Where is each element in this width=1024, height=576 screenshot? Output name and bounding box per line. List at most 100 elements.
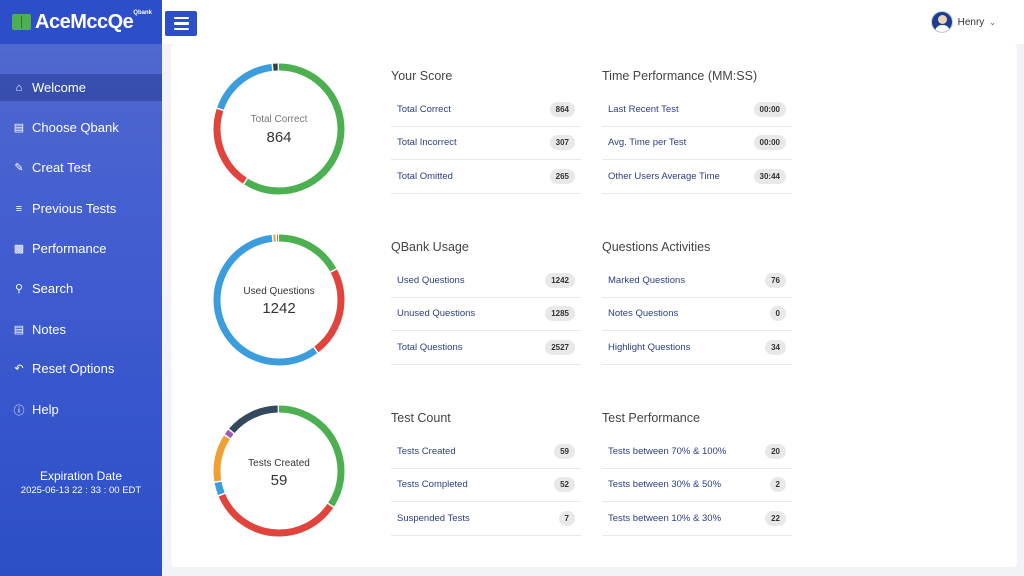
panel-title: Test Count xyxy=(391,411,451,425)
sidebar-item-performance[interactable]: ▩ Performance xyxy=(0,235,162,262)
stat-label: Tests Created xyxy=(397,445,456,457)
stat-badge: 307 xyxy=(549,135,575,151)
stat-row[interactable]: Tests between 70% & 100% 20 xyxy=(602,435,792,469)
stat-badge: 00:00 xyxy=(753,135,786,151)
donut-segment xyxy=(213,63,345,195)
sidebar-item-creat-test[interactable]: ✎ Creat Test xyxy=(0,154,162,181)
sidebar-item-label: Creat Test xyxy=(32,160,92,175)
list-icon: ≡ xyxy=(15,202,23,215)
stat-label: Notes Questions xyxy=(608,308,679,320)
panel-time-performance: Time Performance (MM:SS) Last Recent Tes… xyxy=(602,69,792,194)
stat-label: Suspended Tests xyxy=(397,512,470,524)
stat-row[interactable]: Unused Questions 1285 xyxy=(391,298,581,331)
book-logo-icon xyxy=(12,14,31,30)
stat-badge: 7 xyxy=(558,510,575,526)
sidebar-item-reset-options[interactable]: ↶ Reset Options xyxy=(0,355,162,382)
panel-title: Time Performance (MM:SS) xyxy=(602,69,758,83)
sidebar-item-help[interactable]: ⓘ Help xyxy=(0,396,162,423)
stat-label: Marked Questions xyxy=(608,274,686,286)
sidebar-item-label: Search xyxy=(32,281,74,296)
help-icon: ⓘ xyxy=(13,404,25,417)
panel-questions-activities: Questions Activities Marked Questions 76 … xyxy=(602,240,792,365)
sidebar-item-welcome[interactable]: ⌂ Welcome xyxy=(0,74,162,101)
donut-chart-usage xyxy=(213,234,345,366)
sidebar-item-previous-tests[interactable]: ≡ Previous Tests xyxy=(0,195,162,222)
stat-label: Last Recent Test xyxy=(608,103,679,115)
stat-label: Used Questions xyxy=(397,274,465,286)
stat-label: Total Incorrect xyxy=(397,137,457,149)
donut-chart-score xyxy=(213,63,345,195)
book-icon: ▤ xyxy=(13,122,25,134)
stat-badge: 22 xyxy=(765,510,786,526)
sidebar: ⌂ Welcome ▤ Choose Qbank ✎ Creat Test ≡ … xyxy=(0,44,162,576)
panel-title: Your Score xyxy=(391,69,453,83)
stat-row[interactable]: Suspended Tests 7 xyxy=(391,502,581,536)
stat-row[interactable]: Tests Completed 52 xyxy=(391,469,581,502)
brand-name: AceMccQe xyxy=(35,10,134,33)
stat-badge: 2527 xyxy=(545,339,575,355)
sidebar-item-choose-qbank[interactable]: ▤ Choose Qbank xyxy=(0,114,162,141)
brand-logo[interactable]: AceMccQe Qbank xyxy=(0,0,162,44)
stat-label: Total Questions xyxy=(397,341,463,353)
stat-badge: 265 xyxy=(549,168,575,184)
stat-badge: 1285 xyxy=(545,306,575,322)
donut-segment xyxy=(213,405,345,537)
stat-label: Total Correct xyxy=(397,103,451,115)
stat-row[interactable]: Avg. Time per Test 00:00 xyxy=(602,127,792,160)
user-menu[interactable]: Henry ⌄ xyxy=(930,11,996,33)
stat-row[interactable]: Total Correct 864 xyxy=(391,93,581,127)
user-name: Henry xyxy=(957,16,985,28)
reset-icon: ↶ xyxy=(14,363,24,375)
dashboard-card: Total Correct 864 Used Questions 1242 Te… xyxy=(171,44,1017,567)
sidebar-item-label: Previous Tests xyxy=(32,201,117,216)
stat-row[interactable]: Tests between 10% & 30% 22 xyxy=(602,502,792,536)
hamburger-line xyxy=(173,22,189,25)
stat-badge: 864 xyxy=(549,101,575,117)
donut-segment xyxy=(213,234,345,366)
donut-segment xyxy=(213,405,345,537)
sidebar-item-notes[interactable]: ▤ Notes xyxy=(0,316,162,343)
stat-row[interactable]: Used Questions 1242 xyxy=(391,264,581,298)
panel-test-performance: Test Performance Tests between 70% & 100… xyxy=(602,411,792,536)
stat-badge: 59 xyxy=(554,443,575,459)
stat-row[interactable]: Other Users Average Time 30:44 xyxy=(602,160,792,194)
notes-icon: ▤ xyxy=(13,324,25,336)
home-icon: ⌂ xyxy=(15,81,23,94)
stat-badge: 30:44 xyxy=(753,168,786,184)
avatar xyxy=(930,11,953,33)
stat-row[interactable]: Total Questions 2527 xyxy=(391,331,581,365)
stat-label: Tests between 70% & 100% xyxy=(608,445,727,457)
donut-chart-tests xyxy=(213,405,345,537)
stat-row[interactable]: Total Omitted 265 xyxy=(391,160,581,194)
stat-row[interactable]: Total Incorrect 307 xyxy=(391,127,581,160)
stat-row[interactable]: Tests Created 59 xyxy=(391,435,581,469)
stat-row[interactable]: Notes Questions 0 xyxy=(602,298,792,331)
stat-badge: 34 xyxy=(765,339,786,355)
stat-row[interactable]: Marked Questions 76 xyxy=(602,264,792,298)
stat-row[interactable]: Last Recent Test 00:00 xyxy=(602,93,792,127)
stat-label: Avg. Time per Test xyxy=(608,137,687,149)
chevron-down-icon: ⌄ xyxy=(989,17,996,27)
stat-badge: 52 xyxy=(554,477,575,493)
panel-title: QBank Usage xyxy=(391,240,469,254)
sidebar-item-label: Choose Qbank xyxy=(32,120,119,135)
top-bar: AceMccQe Qbank Henry ⌄ xyxy=(0,0,1024,44)
stat-label: Tests between 10% & 30% xyxy=(608,512,722,524)
hamburger-line xyxy=(173,16,189,20)
stat-label: Tests between 30% & 50% xyxy=(608,479,722,491)
donut-segment xyxy=(213,234,345,366)
stat-badge: 20 xyxy=(765,443,786,459)
expiration-date: 2025-06-13 22 : 33 : 00 EDT xyxy=(20,485,142,496)
panel-test-count: Test Count Tests Created 59 Tests Complet… xyxy=(391,411,581,536)
donut-value: 59 xyxy=(270,472,288,489)
stat-row[interactable]: Tests between 30% & 50% 2 xyxy=(602,469,792,502)
donut-value: 1242 xyxy=(262,300,296,317)
stat-badge: 1242 xyxy=(545,272,575,288)
donut-label: Tests Created xyxy=(248,458,310,469)
stat-label: Unused Questions xyxy=(397,308,476,320)
stat-row[interactable]: Highlight Questions 34 xyxy=(602,331,792,365)
sidebar-item-search[interactable]: ⚲ Search xyxy=(0,275,162,302)
sidebar-item-label: Notes xyxy=(32,322,66,337)
donut-label: Used Questions xyxy=(243,286,315,297)
hamburger-menu-button[interactable] xyxy=(165,11,197,36)
